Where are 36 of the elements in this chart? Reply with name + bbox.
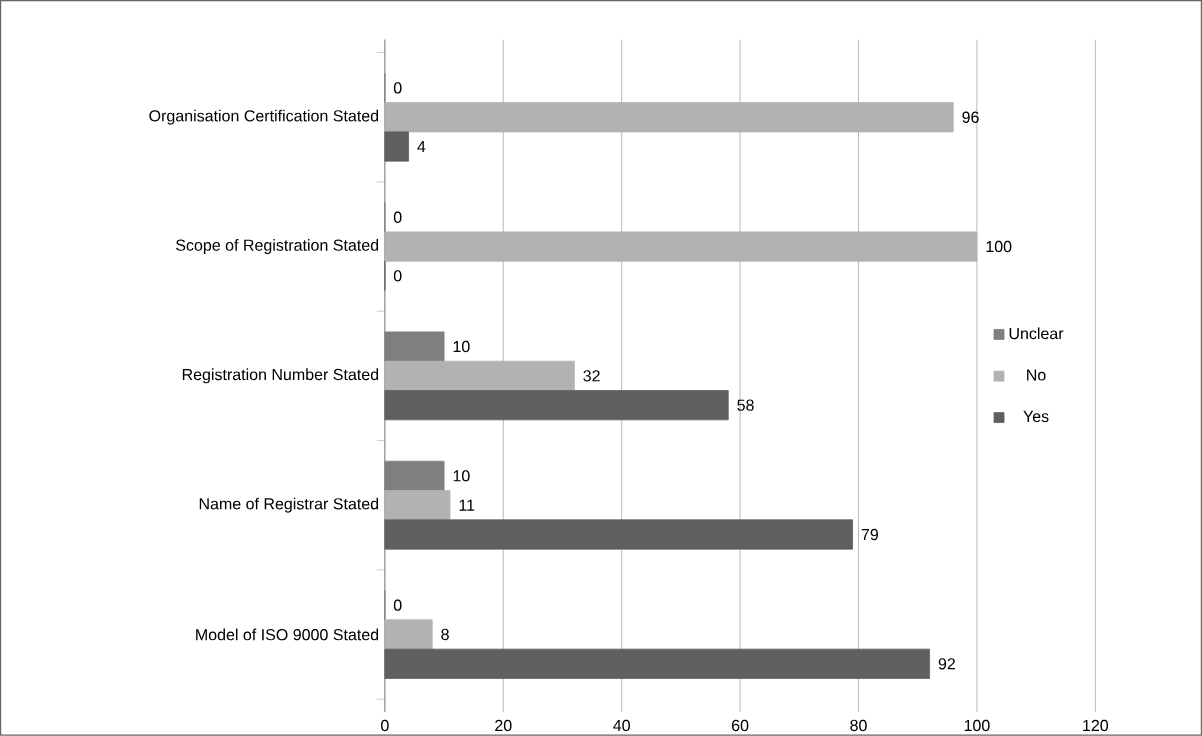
x-tick-label: 40 xyxy=(613,719,630,731)
bar xyxy=(384,619,433,650)
data-label: 92 xyxy=(938,657,955,670)
bar xyxy=(384,389,729,420)
y-tick-label: Organisation Certification Stated xyxy=(149,109,379,125)
data-label: 8 xyxy=(441,628,449,640)
x-tick-label: 20 xyxy=(495,719,512,731)
data-label: 4 xyxy=(417,140,426,152)
data-label: 10 xyxy=(453,469,470,482)
x-tick-label: 60 xyxy=(732,719,749,731)
bar xyxy=(384,489,451,520)
data-label: 0 xyxy=(393,82,402,94)
data-label: 11 xyxy=(459,499,475,511)
y-tick-label: Model of ISO 9000 Stated xyxy=(196,628,379,641)
data-label: 32 xyxy=(583,369,600,382)
data-label: 0 xyxy=(393,269,402,282)
bar xyxy=(384,648,930,679)
data-label: 0 xyxy=(393,599,402,611)
legend-label: No xyxy=(1027,369,1046,381)
y-tick-label: Scope of Registration Stated xyxy=(176,238,379,254)
x-tick-label: 120 xyxy=(1083,719,1109,731)
data-label: 79 xyxy=(861,528,879,540)
data-label: 58 xyxy=(737,399,754,411)
data-label: 0 xyxy=(393,211,402,223)
x-tick-label: 100 xyxy=(964,719,990,731)
data-label: 10 xyxy=(453,340,470,352)
x-tick-label: 0 xyxy=(381,719,389,731)
data-label: 100 xyxy=(986,240,1012,252)
data-label: 96 xyxy=(962,111,979,123)
legend-label: Unclear xyxy=(1009,327,1064,339)
y-tick-label: Registration Number Stated xyxy=(182,368,379,384)
x-tick-label: 80 xyxy=(850,719,867,731)
y-tick-label: Name of Registrar Stated xyxy=(199,497,379,513)
bar xyxy=(384,131,409,162)
legend-label: Yes xyxy=(1023,410,1049,422)
bar xyxy=(384,519,853,550)
